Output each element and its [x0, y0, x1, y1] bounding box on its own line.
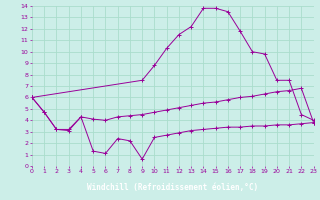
Text: Windchill (Refroidissement éolien,°C): Windchill (Refroidissement éolien,°C) — [87, 183, 258, 192]
